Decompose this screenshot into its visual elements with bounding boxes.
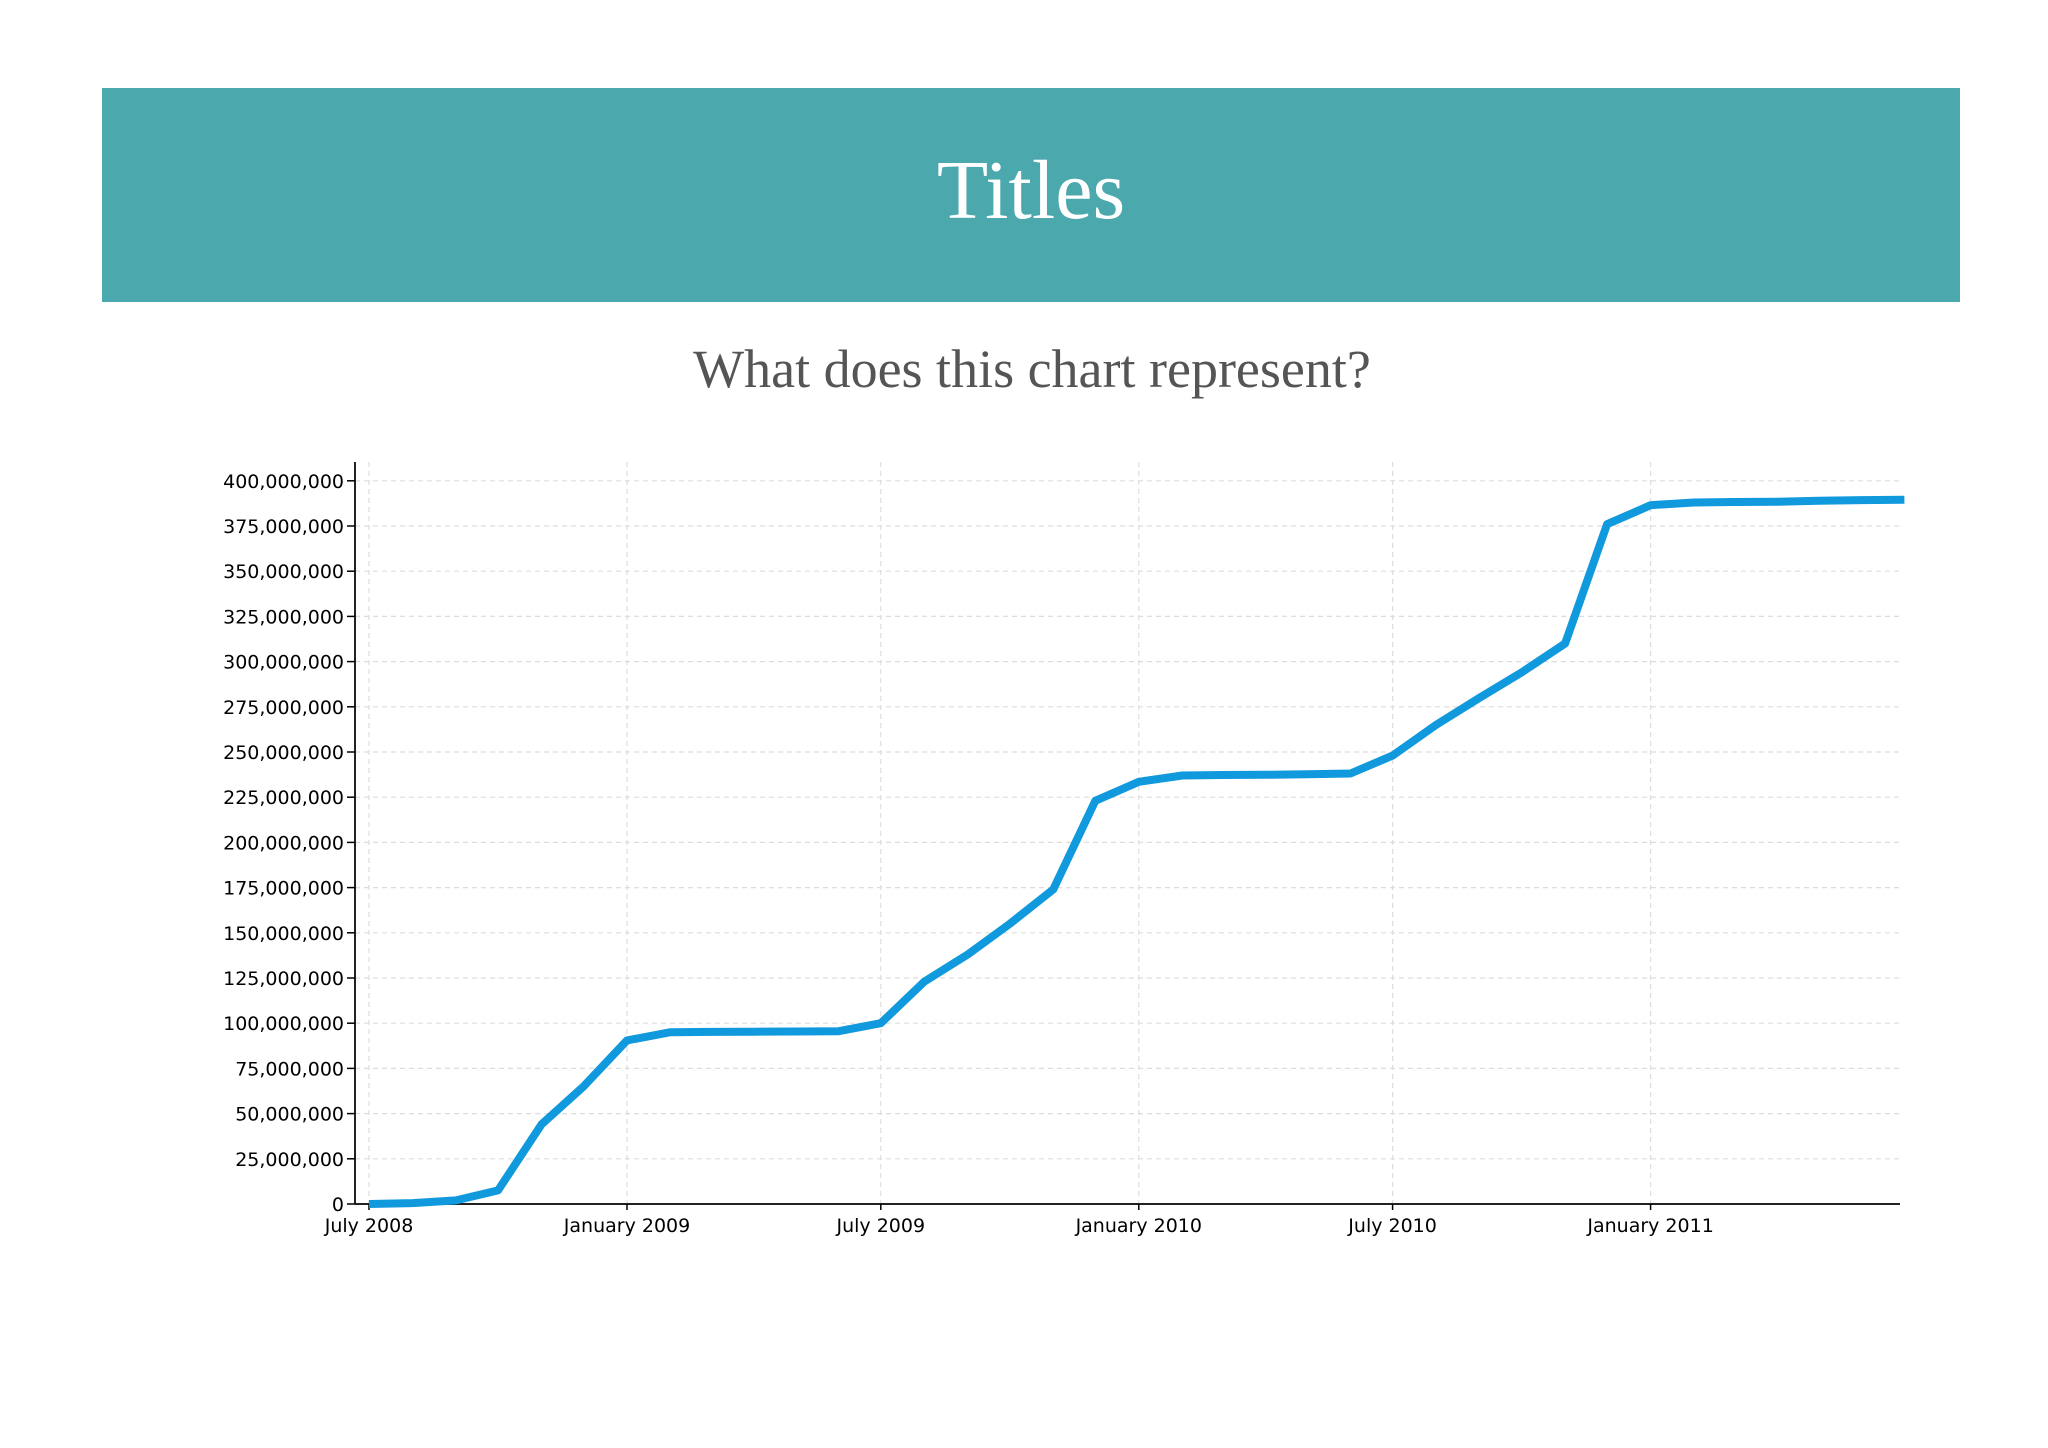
chart-series [368, 495, 1905, 1208]
x-tick-label: July 2008 [324, 1215, 414, 1237]
y-axis-ticks: 0 25,000,000 50,000,000 75,000,000 100,000,0… [223, 471, 355, 1216]
x-tick-label: January 2010 [1075, 1215, 1202, 1237]
x-tick-label: July 2010 [1347, 1215, 1437, 1237]
x-tick-label: July 2009 [836, 1215, 926, 1237]
chart-grid [355, 462, 1900, 1204]
x-tick-label: January 2009 [563, 1215, 690, 1237]
x-tick-label: January 2011 [1586, 1215, 1713, 1237]
title-banner: Titles [102, 88, 1960, 302]
y-tick-label: 125,000,000 [223, 968, 344, 990]
y-tick-label: 75,000,000 [235, 1058, 344, 1080]
y-tick-label: 0 [332, 1194, 344, 1216]
x-axis-ticks: July 2008 January 2009 July 2009 January 20… [324, 1204, 1714, 1237]
y-tick-label: 375,000,000 [223, 516, 344, 538]
y-tick-label: 225,000,000 [223, 787, 344, 809]
y-tick-label: 275,000,000 [223, 697, 344, 719]
chart-axes [354, 462, 1900, 1205]
y-tick-label: 150,000,000 [223, 923, 344, 945]
y-tick-label: 100,000,000 [223, 1013, 344, 1035]
y-tick-label: 50,000,000 [235, 1104, 344, 1126]
y-tick-label: 400,000,000 [223, 471, 344, 493]
y-tick-label: 250,000,000 [223, 742, 344, 764]
y-tick-label: 300,000,000 [223, 652, 344, 674]
y-tick-label: 25,000,000 [235, 1149, 344, 1171]
y-tick-label: 200,000,000 [223, 832, 344, 854]
series-line [368, 495, 1905, 1208]
y-tick-label: 350,000,000 [223, 561, 344, 583]
chart-question: What does this chart represent? [693, 339, 1371, 399]
y-tick-label: 175,000,000 [223, 878, 344, 900]
y-tick-label: 325,000,000 [223, 606, 344, 628]
slide-title: Titles [936, 144, 1126, 237]
